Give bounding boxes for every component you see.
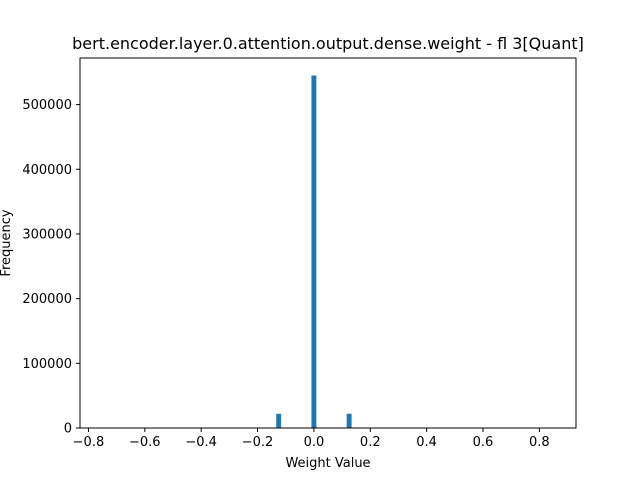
plot-area [80,58,576,428]
x-tick-label: −0.2 [242,435,274,450]
x-tick-label: 0.0 [304,435,325,450]
y-tick-label: 100000 [22,357,72,372]
x-tick-label: −0.6 [129,435,161,450]
y-tick-label: 0 [64,422,72,437]
x-tick-label: −0.4 [185,435,217,450]
x-tick-label: 0.4 [416,435,437,450]
x-tick-label: 0.8 [529,435,550,450]
y-tick-label: 400000 [22,163,72,178]
histogram-bar [276,413,282,428]
y-tick-label: 200000 [22,292,72,307]
y-ticks-group: 0 100000 200000 300000 400000 500000 [22,98,80,437]
bars-group [276,75,352,429]
x-ticks-group: −0.8 −0.6 −0.4 −0.2 0.0 0.2 0.4 0.6 0.8 [73,428,550,450]
chart-title: bert.encoder.layer.0.attention.output.de… [72,34,584,53]
x-tick-label: −0.8 [73,435,105,450]
histogram-bar [346,413,352,428]
histogram-bar [311,75,317,429]
x-axis-label: Weight Value [285,456,370,471]
y-tick-label: 500000 [22,98,72,113]
x-tick-label: 0.6 [473,435,494,450]
y-tick-label: 300000 [22,227,72,242]
x-tick-label: 0.2 [360,435,381,450]
plot-frame [79,57,577,429]
y-axis-label: Frequency [0,209,14,276]
